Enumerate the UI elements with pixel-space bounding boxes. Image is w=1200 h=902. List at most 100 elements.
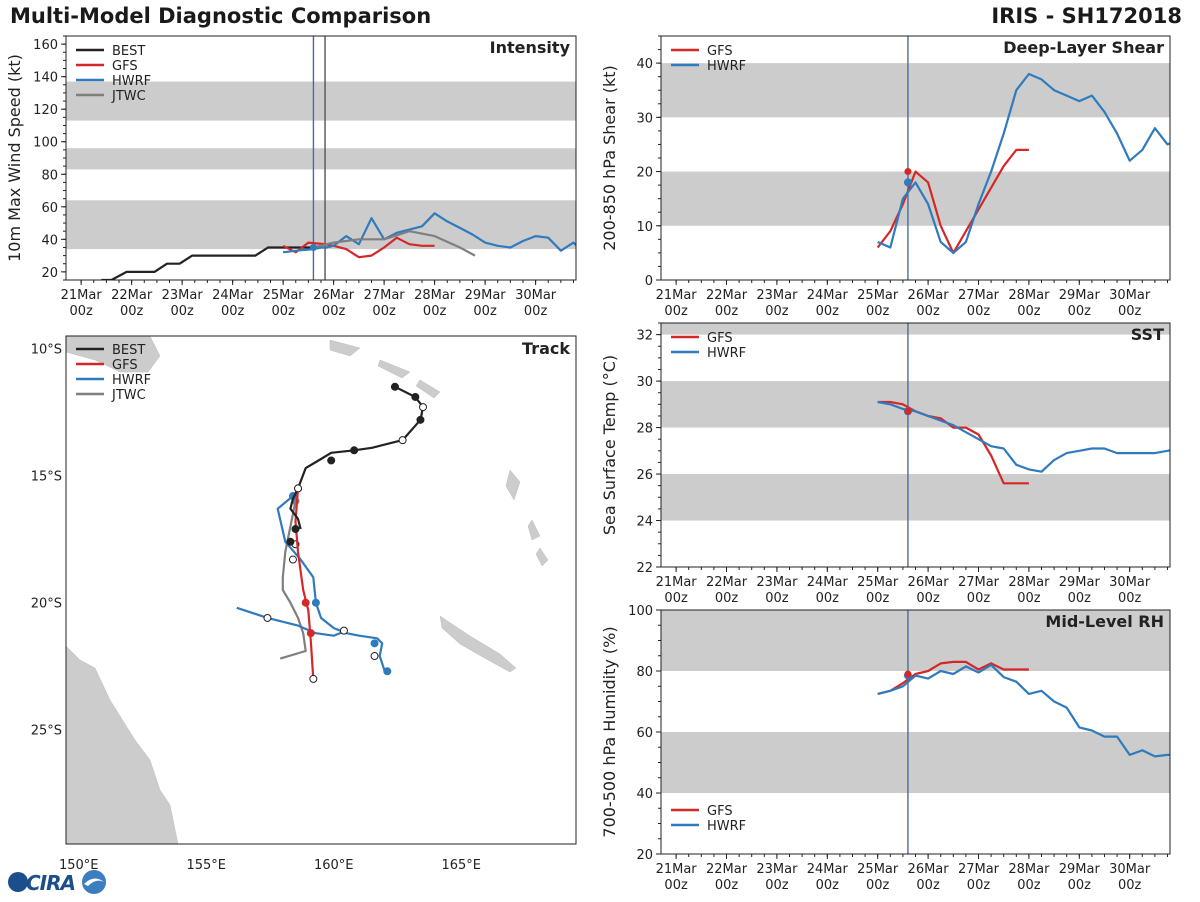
rh-band-1 [661, 610, 1170, 671]
intensity-xtick-label: 30Mar [515, 288, 557, 303]
sst-xtick-label: 28Mar [1008, 575, 1050, 590]
intensity-xtick-label: 29Mar [465, 288, 507, 303]
rh-ytick-label: 100 [628, 604, 653, 619]
rh-xtick-label: 30Mar [1109, 862, 1151, 877]
intensity-xtick-sublabel: 00z [372, 304, 396, 319]
intensity-title: Intensity [490, 38, 571, 57]
intensity-init-dot [309, 243, 317, 251]
track-marker-best [390, 382, 399, 391]
rh-xtick-sublabel: 00z [1068, 878, 1092, 893]
shear-xtick-label: 26Mar [908, 288, 950, 303]
shear-series-group [876, 72, 1170, 254]
intensity-xtick-label: 24Mar [212, 288, 254, 303]
track-legend-label-gfs: GFS [112, 358, 138, 373]
track-xtick-label: 160°E [314, 858, 354, 873]
sst-band-0 [661, 474, 1170, 521]
intensity-ytick-label: 120 [33, 103, 58, 118]
rh-xtick-label: 29Mar [1059, 862, 1101, 877]
track-xtick-label: 155°E [186, 858, 226, 873]
track-title: Track [522, 339, 570, 358]
rh-ylabel: 700-500 hPa Humidity (%) [600, 626, 619, 837]
sst-xtick-sublabel: 00z [664, 591, 688, 606]
track-line-gfs [294, 488, 315, 679]
sst-xtick-sublabel: 00z [765, 591, 789, 606]
intensity-xtick-sublabel: 00z [524, 304, 548, 319]
track-ytick-label: 15°S [31, 470, 62, 485]
intensity-series-group [101, 212, 576, 280]
intensity-ytick-label: 100 [33, 136, 58, 151]
track-ytick-label: 10°S [31, 343, 62, 358]
shear-xtick-label: 22Mar [706, 288, 748, 303]
sst-band-2 [661, 323, 1170, 335]
track-marker-gfs [309, 674, 318, 683]
intensity-xtick-sublabel: 00z [221, 304, 245, 319]
sst-ytick-label: 32 [636, 329, 653, 344]
intensity-xtick-sublabel: 00z [271, 304, 295, 319]
sst-ytick-label: 24 [636, 515, 653, 530]
rh-xtick-label: 25Mar [857, 862, 899, 877]
track-marker-best [286, 537, 295, 546]
rh-legend-label-hwrf: HWRF [707, 819, 746, 834]
shear-band-1 [661, 63, 1170, 118]
track-marker-best [291, 525, 300, 534]
sst-band-1 [661, 381, 1170, 428]
track-lines-group [236, 382, 427, 683]
shear-xtick-label: 23Mar [756, 288, 798, 303]
shear-xtick-sublabel: 00z [1068, 304, 1092, 319]
track-marker-hwrf [370, 652, 379, 661]
rh-xtick-sublabel: 00z [916, 878, 940, 893]
rh-init-dot-gfs [904, 670, 912, 678]
track-legend-label-jtwc: JTWC [111, 388, 146, 403]
track-panel: 150°E 155°E 160°E 165°E 10°S 15°S 20°S 25°S Trac… [31, 335, 577, 873]
rh-xtick-label: 22Mar [706, 862, 748, 877]
track-xtick-label: 165°E [441, 858, 481, 873]
sst-legend-label-gfs: GFS [707, 331, 733, 346]
rh-xtick-label: 21Mar [656, 862, 698, 877]
sst-xtick-label: 23Mar [756, 575, 798, 590]
sst-series-hwrf [877, 400, 1170, 473]
shear-xtick-label: 25Mar [857, 288, 899, 303]
rh-xtick-label: 26Mar [908, 862, 950, 877]
rh-xtick-label: 24Mar [807, 862, 849, 877]
track-landmass-4 [415, 379, 441, 399]
intensity-series-best [101, 246, 314, 280]
sst-ytick-label: 30 [636, 375, 653, 390]
track-ytick-label: 25°S [31, 724, 62, 739]
shear-panel: 01020304021Mar00z22Mar00z23Mar00z24Mar00… [600, 35, 1171, 319]
sst-xtick-label: 24Mar [807, 575, 849, 590]
track-marker-best [411, 392, 420, 401]
sst-ytick-label: 22 [636, 561, 653, 576]
sst-legend-label-hwrf: HWRF [707, 346, 746, 361]
shear-xtick-label: 27Mar [958, 288, 1000, 303]
intensity-xtick-sublabel: 00z [322, 304, 346, 319]
sst-xtick-sublabel: 00z [1017, 591, 1041, 606]
intensity-ylabel: 10m Max Wind Speed (kt) [5, 54, 24, 262]
intensity-xtick-label: 22Mar [111, 288, 153, 303]
track-marker-best [294, 484, 303, 493]
intensity-legend-label-jtwc: JTWC [111, 89, 146, 104]
rh-xtick-label: 27Mar [958, 862, 1000, 877]
shear-ytick-label: 10 [636, 220, 653, 235]
rh-xtick-label: 28Mar [1008, 862, 1050, 877]
rh-ytick-label: 60 [636, 726, 653, 741]
track-legend-label-best: BEST [112, 343, 145, 358]
rh-ytick-label: 80 [636, 665, 653, 680]
intensity-xtick-label: 21Mar [61, 288, 103, 303]
shear-xtick-sublabel: 00z [1017, 304, 1041, 319]
track-landmass-7 [535, 547, 549, 567]
track-landmass-2 [329, 339, 361, 357]
intensity-xtick-label: 25Mar [263, 288, 305, 303]
track-marker-gfs [306, 629, 315, 638]
shear-xtick-label: 24Mar [807, 288, 849, 303]
rh-xtick-sublabel: 00z [866, 878, 890, 893]
sst-series-group [877, 400, 1170, 485]
rh-series-hwrf [877, 663, 1170, 758]
intensity-band-1 [66, 148, 576, 170]
shear-ytick-label: 20 [636, 166, 653, 181]
track-landmass-1 [66, 336, 161, 373]
track-marker-best [327, 456, 336, 465]
rh-title: Mid-Level RH [1045, 612, 1164, 631]
rh-xtick-sublabel: 00z [816, 878, 840, 893]
intensity-series-gfs [282, 236, 435, 259]
shear-xtick-sublabel: 00z [967, 304, 991, 319]
